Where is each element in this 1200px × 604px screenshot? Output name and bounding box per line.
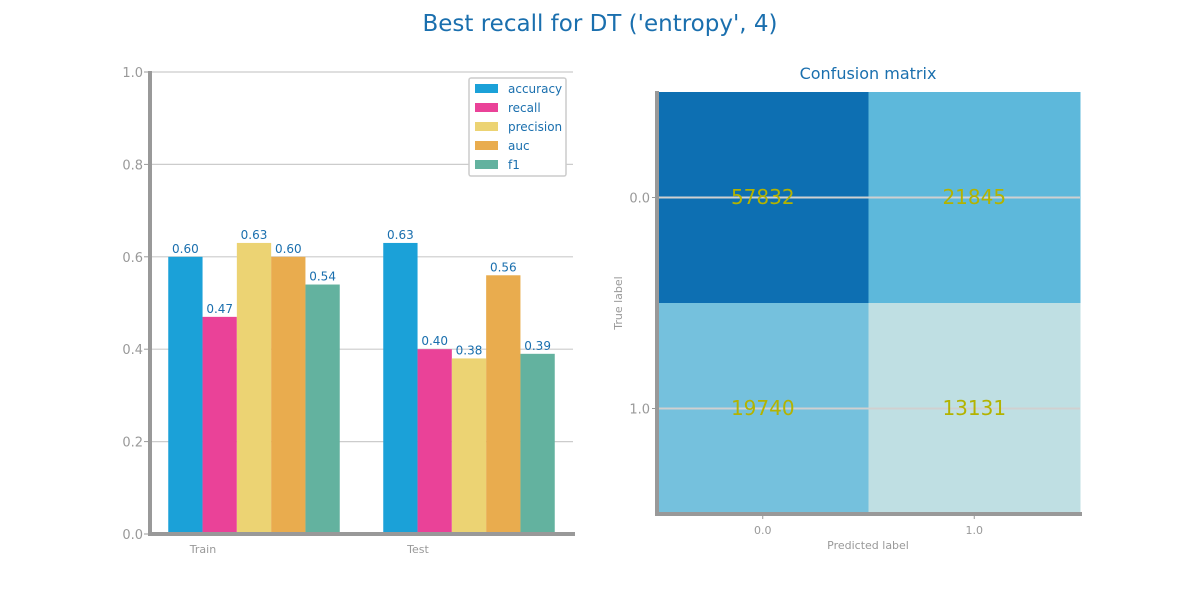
legend-label-recall: recall <box>508 101 541 115</box>
bar-auc <box>486 275 521 534</box>
bar-axes <box>144 71 575 536</box>
bar-accuracy <box>168 256 203 534</box>
bar-data-label: 0.56 <box>490 260 517 274</box>
confusion-matrix-x-axis-label: Predicted label <box>827 539 909 552</box>
legend-swatch-precision <box>475 122 498 131</box>
confusion-matrix-cells <box>657 92 1081 515</box>
bar-accuracy <box>383 242 418 534</box>
bar-precision <box>236 242 272 534</box>
cm-value: 21845 <box>942 185 1006 209</box>
confusion-matrix-chart: Confusion matrix 57832 21845 19740 13131 0.… <box>612 64 1082 552</box>
bar-chart: 0.60 0.47 0.63 0.60 0.54 0.63 0.40 0.38 0.56 0.39… <box>122 66 575 556</box>
bar-y-tick-label: 0.6 <box>122 251 143 266</box>
confusion-matrix-grid <box>657 196 1080 410</box>
bar-data-label: 0.63 <box>241 228 268 242</box>
bar-f1 <box>305 284 340 534</box>
bar-series-group <box>168 242 555 534</box>
bar-y-tick-label: 0.8 <box>122 158 143 173</box>
bar-data-label: 0.39 <box>524 339 551 353</box>
cm-value: 19740 <box>731 396 795 420</box>
bar-y-tick-label: 1.0 <box>122 66 143 81</box>
bar-data-label: 0.38 <box>456 343 483 357</box>
legend-label-precision: precision <box>508 120 562 134</box>
cm-value: 57832 <box>731 185 795 209</box>
confusion-matrix-tick-labels: 0.0 1.0 0.0 1.0 <box>629 192 983 538</box>
legend-label-auc: auc <box>508 139 530 153</box>
bar-x-tick-label: Test <box>406 543 429 556</box>
legend-swatch-auc <box>475 141 498 150</box>
cm-x-tick-label: 1.0 <box>966 524 984 537</box>
bar-legend: accuracy recall precision auc f1 <box>468 77 567 177</box>
bar-tick-labels: 0.0 0.2 0.4 0.6 0.8 1.0 Train Test <box>122 66 429 556</box>
bar-recall <box>202 316 237 534</box>
legend-swatch-accuracy <box>475 84 498 93</box>
bar-data-labels: 0.60 0.47 0.63 0.60 0.54 0.63 0.40 0.38 0.56 0.39 <box>172 228 551 358</box>
bar-y-tick-label: 0.2 <box>122 436 143 451</box>
confusion-matrix-title: Confusion matrix <box>800 64 937 83</box>
bar-recall <box>417 349 452 534</box>
bar-data-label: 0.63 <box>387 228 414 242</box>
cm-y-tick-label: 0.0 <box>629 192 650 207</box>
bar-y-tick-label: 0.4 <box>122 343 143 358</box>
legend-swatch-recall <box>475 103 498 112</box>
bar-data-label: 0.54 <box>309 270 336 284</box>
bar-x-tick-label: Train <box>189 543 216 556</box>
confusion-matrix-axes <box>652 91 1082 519</box>
bar-y-tick-label: 0.0 <box>122 528 143 543</box>
legend-swatch-f1 <box>475 160 498 169</box>
confusion-matrix-y-axis-label: True label <box>612 276 625 330</box>
figure-title: Best recall for DT ('entropy', 4) <box>422 11 777 37</box>
legend-box <box>468 77 567 177</box>
bar-precision <box>451 358 487 534</box>
cm-y-tick-label: 1.0 <box>629 403 650 418</box>
bar-data-label: 0.60 <box>172 242 199 256</box>
legend-label-f1: f1 <box>508 158 520 172</box>
bar-data-label: 0.40 <box>421 334 448 348</box>
bar-data-label: 0.60 <box>275 242 302 256</box>
bar-f1 <box>520 353 555 534</box>
legend-label-accuracy: accuracy <box>508 82 562 96</box>
cm-value: 13131 <box>942 396 1006 420</box>
cm-x-tick-label: 0.0 <box>754 524 772 537</box>
bar-data-label: 0.47 <box>206 302 233 316</box>
bar-auc <box>271 256 306 534</box>
confusion-matrix-values: 57832 21845 19740 13131 <box>731 185 1006 420</box>
